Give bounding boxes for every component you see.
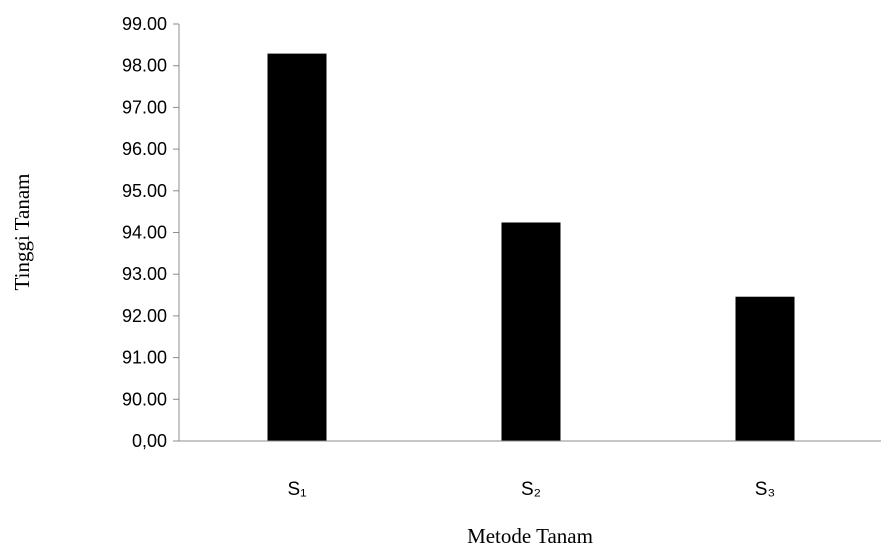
- x-category-label: S₁: [287, 479, 306, 500]
- y-tick-label: 0,00: [132, 431, 167, 451]
- bar-1: [267, 53, 327, 442]
- bars: [267, 53, 795, 442]
- y-tick-label: 93.00: [122, 264, 167, 284]
- x-category-label: S₂: [521, 479, 541, 500]
- y-tick-label: 99.00: [122, 14, 167, 34]
- bar-3: [735, 296, 795, 441]
- y-tick-label: 97.00: [122, 97, 167, 117]
- y-tick-label: 94.00: [122, 223, 167, 243]
- y-tick-label: 96.00: [122, 139, 167, 159]
- y-tick-label: 92.00: [122, 306, 167, 326]
- y-tick-label: 95.00: [122, 181, 167, 201]
- y-axis-title: Tinggi Tanam: [10, 174, 34, 291]
- bar-2: [501, 222, 561, 441]
- y-tick-label: 98.00: [122, 56, 167, 76]
- y-tick-label: 91.00: [122, 348, 167, 368]
- y-tick-label: 90.00: [122, 389, 167, 409]
- x-axis-title: Metode Tanam: [467, 524, 593, 548]
- y-axis-ticks: 0,00 90.00 91.00 92.00 93.00 94.00 95.00 96.00 9…: [122, 14, 179, 451]
- x-category-label: S₃: [755, 479, 775, 500]
- x-axis-categories: S₁ S₂ S₃: [287, 479, 775, 500]
